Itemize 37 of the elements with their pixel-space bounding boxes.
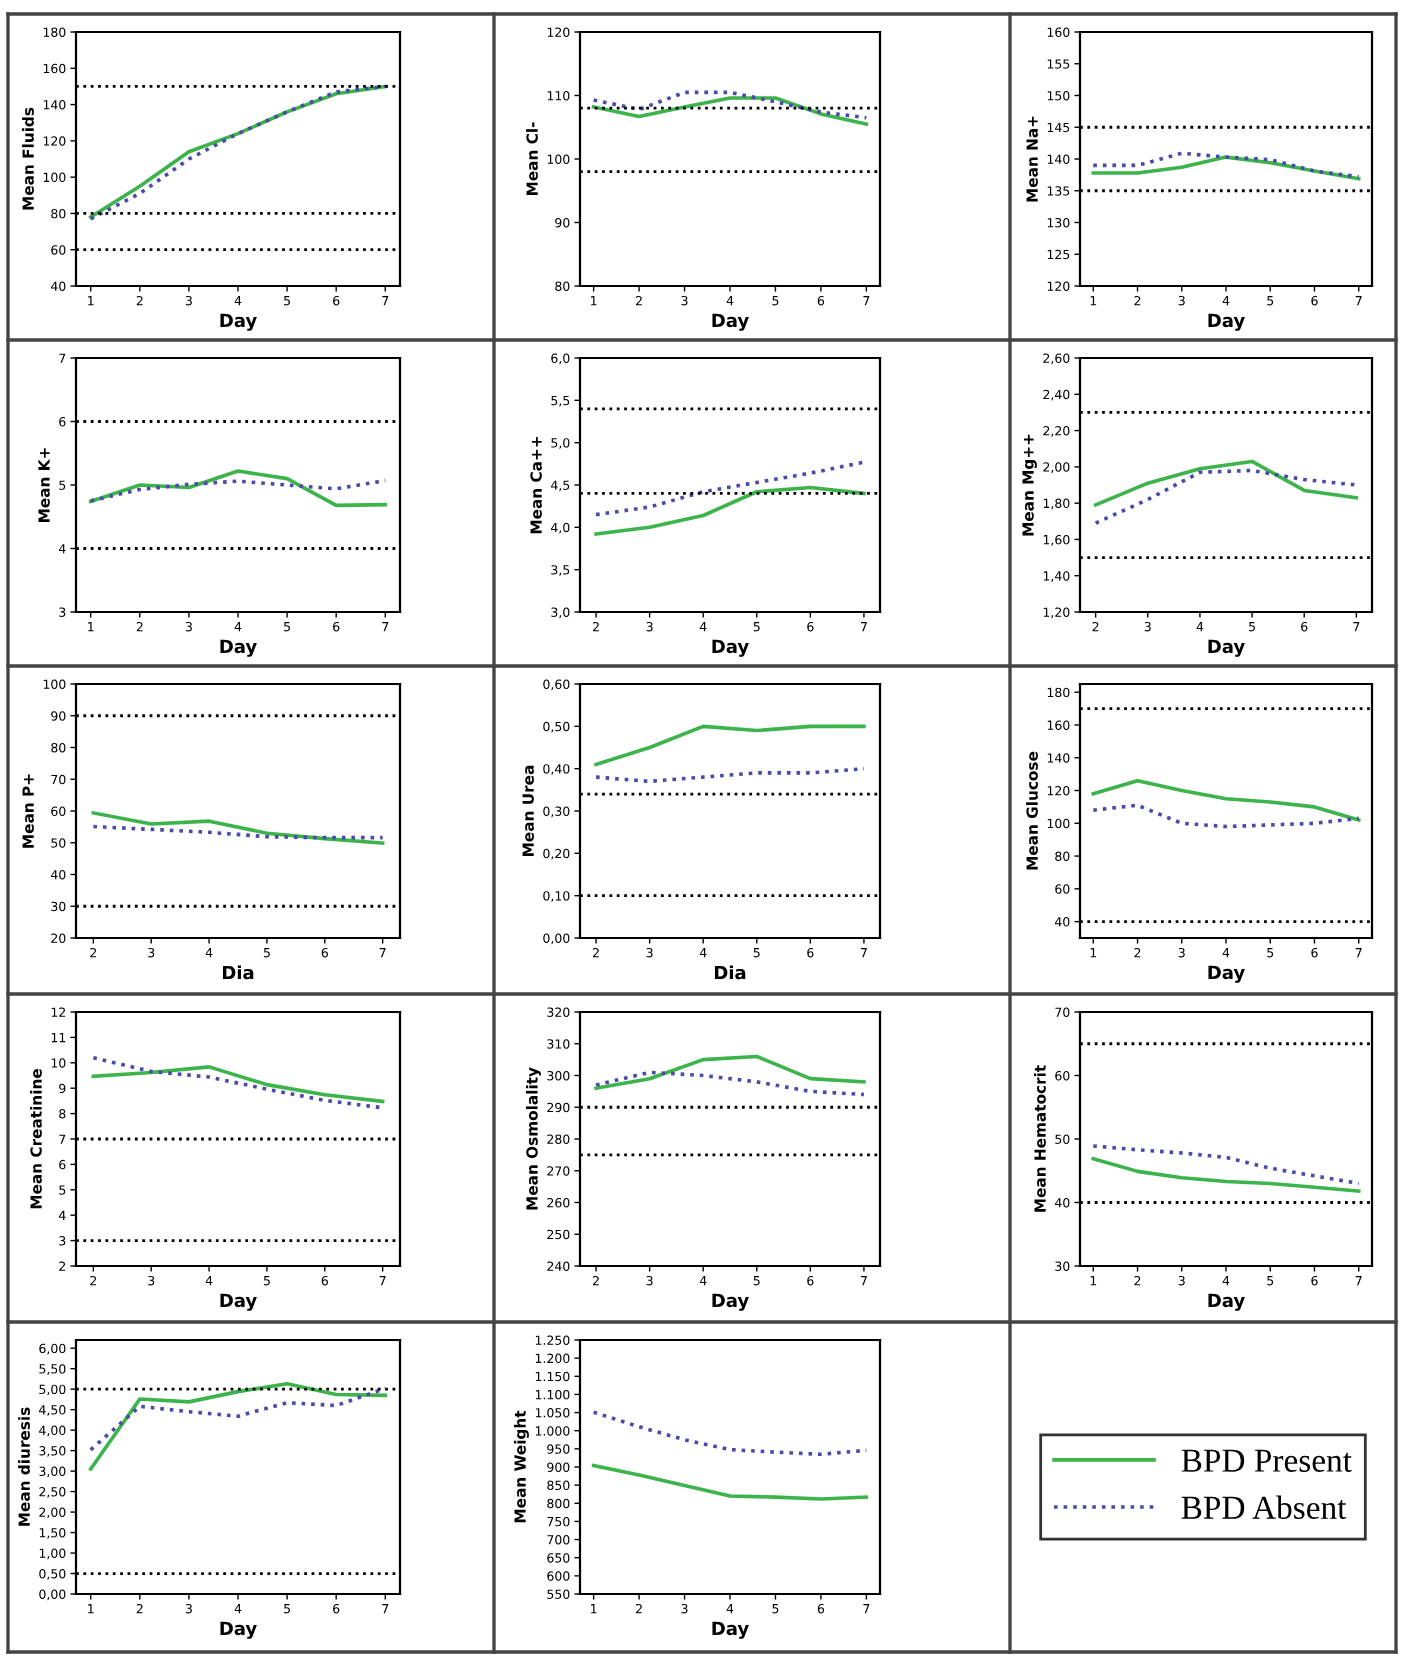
line-series: [91, 1055, 385, 1110]
line-series: [591, 90, 869, 120]
x-axis-title: Dia: [714, 965, 746, 980]
line-series: [594, 1070, 866, 1097]
line-series: [594, 766, 866, 784]
legend-label: BPD Absent: [1181, 1495, 1347, 1519]
line-series: [88, 1382, 388, 1471]
line-series: [591, 96, 869, 126]
line-series: [88, 469, 388, 508]
legend-label: BPD Present: [1181, 1449, 1352, 1472]
x-axis-title: Day: [220, 313, 257, 331]
line-series: [594, 460, 866, 517]
x-axis-title: Day: [220, 1293, 257, 1311]
x-axis-title: Day: [1208, 639, 1245, 657]
line-series: [1093, 459, 1359, 507]
line-series: [91, 811, 385, 845]
line-series: [1091, 803, 1361, 829]
x-axis-title: Day: [712, 1621, 749, 1639]
line-series: [1091, 778, 1361, 822]
line-series: [591, 1463, 869, 1501]
line-series: [594, 1054, 866, 1091]
x-axis-title: Day: [220, 639, 257, 657]
x-axis-title: Day: [1208, 1293, 1245, 1311]
x-axis-title: Day: [712, 1293, 749, 1311]
x-axis-title: Day: [220, 1621, 257, 1639]
x-axis-title: Dia: [222, 965, 254, 980]
line-series: [88, 1386, 388, 1452]
line-series: [91, 1065, 385, 1104]
x-axis-title: Day: [712, 313, 749, 331]
line-series: [1091, 1144, 1361, 1186]
x-axis-title: Day: [1208, 965, 1245, 983]
line-series: [594, 724, 866, 767]
line-series: [1091, 1156, 1361, 1193]
x-axis-title: Day: [712, 639, 749, 657]
line-series: [594, 485, 866, 536]
x-axis-title: Day: [1208, 313, 1245, 331]
line-series: [1093, 468, 1359, 525]
